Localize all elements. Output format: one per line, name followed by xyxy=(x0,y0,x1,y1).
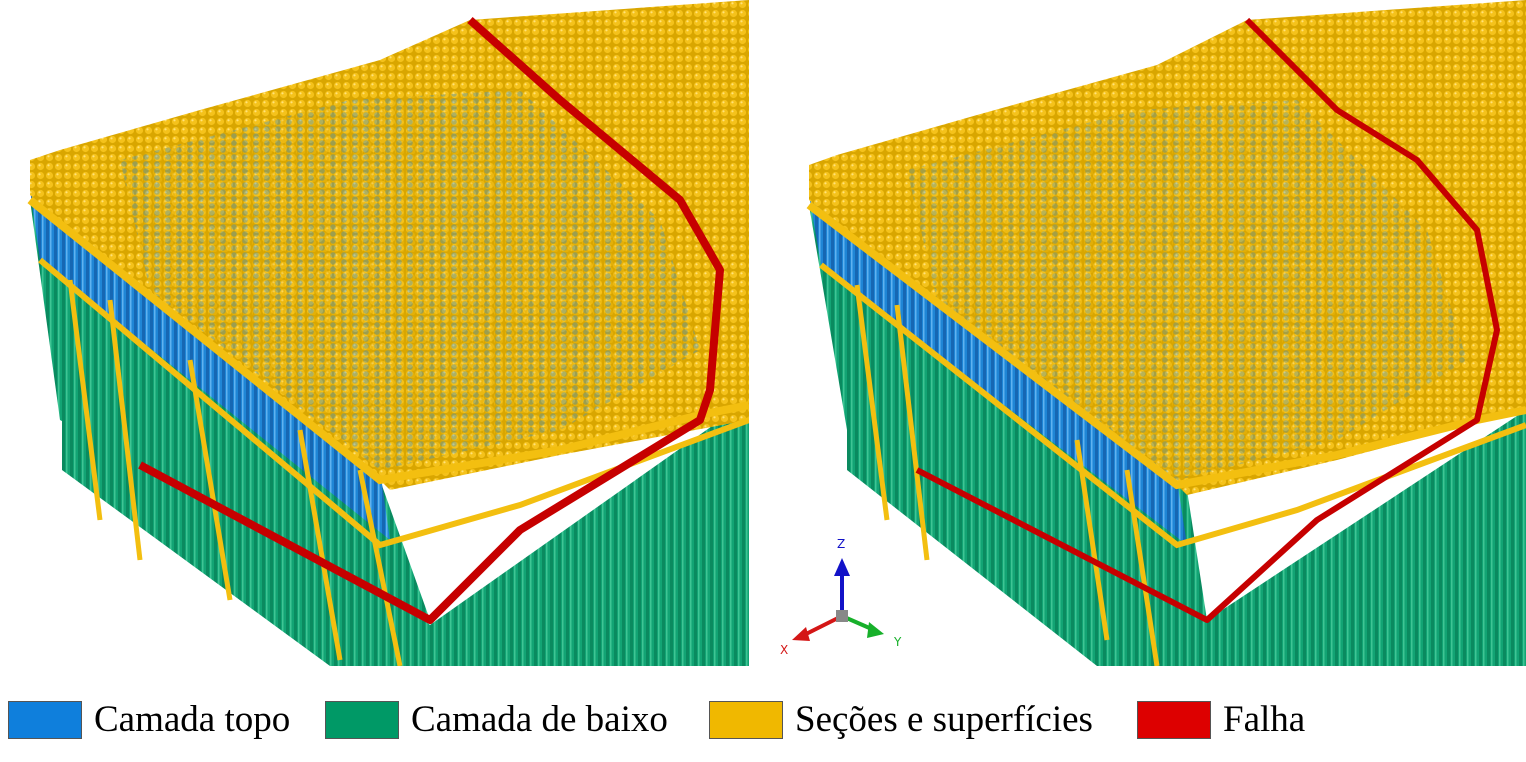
legend-label-bottom-layer: Camada de baixo xyxy=(411,699,668,740)
left-render-panel xyxy=(0,0,749,666)
axis-origin xyxy=(836,610,848,622)
x-axis-label: X xyxy=(780,643,788,657)
y-axis-arrow xyxy=(867,622,884,638)
legend-label-sections: Seções e superfícies xyxy=(795,699,1093,740)
z-axis-label: Z xyxy=(837,537,845,551)
legend-swatch-fault xyxy=(1137,701,1211,739)
legend-swatch-sections xyxy=(709,701,783,739)
legend-label-top-layer: Camada topo xyxy=(94,699,291,740)
x-axis-line xyxy=(801,614,843,638)
left-render-image xyxy=(27,0,749,666)
legend-item-bottom-layer: Camada de baixo xyxy=(325,696,668,744)
right-render-panel xyxy=(777,0,1526,666)
axis-triad-graphic: Z X Y xyxy=(780,537,902,657)
z-axis-arrow xyxy=(834,558,850,576)
axis-triad: Z X Y xyxy=(772,528,922,658)
right-render-image xyxy=(806,0,1526,666)
x-axis-arrow xyxy=(792,627,810,641)
legend-swatch-top-layer xyxy=(8,701,82,739)
y-axis-label: Y xyxy=(893,635,902,649)
legend: Camada topo Camada de baixo Seções e sup… xyxy=(0,696,1526,750)
legend-item-sections: Seções e superfícies xyxy=(709,696,1093,744)
legend-item-top-layer: Camada topo xyxy=(8,696,290,744)
legend-label-fault: Falha xyxy=(1223,699,1306,740)
legend-item-fault: Falha xyxy=(1137,696,1305,744)
legend-swatch-bottom-layer xyxy=(325,701,399,739)
